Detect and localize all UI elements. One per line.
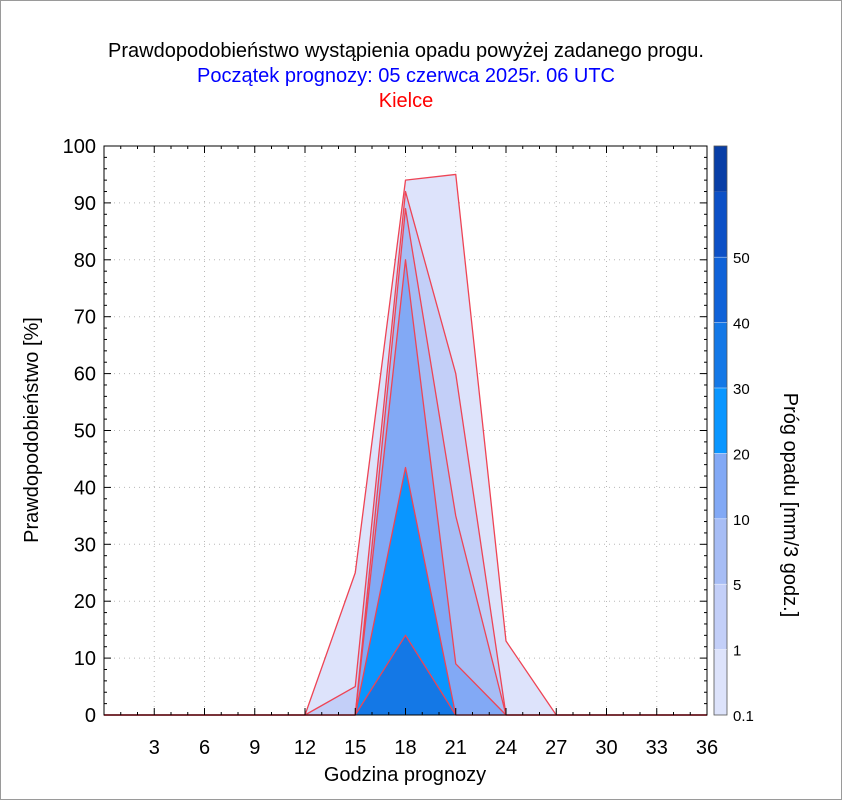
x-tick-label: 9 [249,737,260,759]
colorbar-segment [714,146,727,192]
x-axis-label: Godzina prognozy [324,764,486,786]
chart-title: Prawdopodobieństwo wystąpienia opadu pow… [108,40,704,62]
axes: 3 6 9 12 15 18 21 24 27 30 33 360102030405060708090… [63,136,719,759]
colorbar-tick-label: 20 [733,446,750,463]
x-tick-label: 36 [696,737,718,759]
colorbar-segment [714,191,727,258]
colorbar-tick-label: 30 [733,381,750,398]
colorbar-tick-label: 50 [733,250,750,267]
x-tick-label: 18 [394,737,416,759]
y-tick-label: 10 [74,648,96,670]
x-tick-label: 15 [344,737,366,759]
colorbar-border [713,145,728,716]
x-tick-label: 12 [294,737,316,759]
area-fill-20 [104,467,707,715]
chart-subtitle: Początek prognozy: 05 czerwca 2025r. 06 … [197,65,615,87]
colorbar-tick-label: 40 [733,316,750,333]
y-axis-label: Prawdopodobieństwo [%] [21,317,43,543]
colorbar-segment [714,322,727,388]
y-tick-label: 50 [74,421,96,443]
x-tick-label: 33 [646,737,668,759]
colorbar-tick-label: 10 [733,512,750,529]
colorbar-segment [714,584,727,650]
x-tick-label: 24 [495,737,517,759]
y-tick-label: 70 [74,307,96,329]
colorbar-segment [714,649,727,715]
colorbar-segment [714,453,727,519]
colorbar-segment [714,518,727,585]
chart-location: Kielce [378,90,434,112]
x-tick-label: 6 [199,737,210,759]
y-tick-label: 30 [74,534,96,556]
y-tick-label: 80 [74,250,96,272]
y-tick-label: 60 [74,364,96,386]
colorbar-segment [714,387,727,454]
x-tick-label: 3 [149,737,160,759]
y-tick-label: 0 [85,705,96,727]
colorbar-tick-label: 1 [733,643,741,660]
x-tick-label: 27 [545,737,567,759]
y-tick-label: 90 [74,193,96,215]
y-tick-label: 40 [74,477,96,499]
colorbar-label: Próg opadu [mm/3 godz.] [779,393,801,618]
area-fill-30 [104,635,707,715]
y-tick-label: 20 [74,591,96,613]
colorbar: 0.1 1 5 10 20 30 40 50 [713,145,754,725]
y-tick-label: 100 [63,136,96,158]
colorbar-tick-label: 5 [733,577,741,594]
x-tick-label: 21 [445,737,467,759]
x-tick-label: 30 [595,737,617,759]
colorbar-tick-label: 0.1 [733,708,754,725]
grid-lines [104,146,707,715]
colorbar-segment [714,257,727,323]
